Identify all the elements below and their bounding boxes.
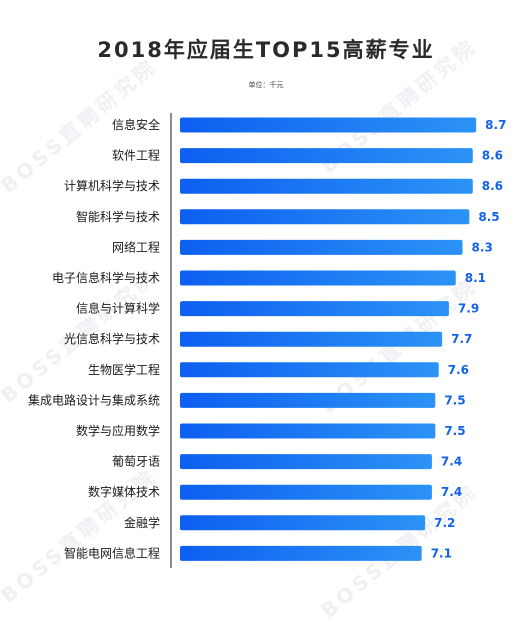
- bar: [180, 392, 436, 408]
- value-label: 8.6: [482, 179, 503, 193]
- category-label: 电子信息科学与技术: [52, 270, 160, 285]
- category-label: 智能科学与技术: [76, 209, 160, 224]
- value-label: 8.1: [465, 271, 486, 285]
- category-label: 金融学: [124, 515, 160, 530]
- category-label: 数学与应用数学: [76, 423, 160, 438]
- category-label: 光信息科学与技术: [64, 331, 160, 346]
- value-label: 7.2: [434, 516, 455, 530]
- category-label: 信息安全: [112, 117, 160, 132]
- bar: [180, 301, 449, 317]
- bar: [180, 423, 436, 439]
- value-label: 8.7: [485, 118, 506, 132]
- value-label: 7.5: [444, 393, 465, 407]
- category-label: 网络工程: [112, 239, 160, 254]
- category-label: 集成电路设计与集成系统: [28, 392, 160, 407]
- bar-chart: 信息安全 8.7 软件工程 8.6 计算机科学与技术 8.6 智能科学与技术 8.5 网络工程 8…: [28, 113, 506, 568]
- category-label: 数字媒体技术: [88, 484, 160, 499]
- value-label: 7.7: [451, 332, 472, 346]
- bar: [180, 515, 426, 531]
- value-label: 7.1: [431, 546, 452, 560]
- category-label: 信息与计算科学: [76, 301, 160, 316]
- value-label: 7.9: [458, 302, 479, 316]
- chart-title: 2018年应届生TOP15高薪专业: [97, 38, 435, 62]
- value-label: 7.6: [448, 363, 469, 377]
- value-label: 8.6: [482, 149, 503, 163]
- bar: [180, 178, 473, 194]
- value-label: 7.4: [441, 485, 462, 499]
- value-label: 7.5: [444, 424, 465, 438]
- bar: [180, 454, 432, 470]
- value-label: 8.3: [472, 240, 493, 254]
- bar: [180, 209, 470, 225]
- bar: [180, 484, 432, 500]
- category-label: 计算机科学与技术: [64, 178, 160, 193]
- bar: [180, 362, 439, 378]
- bar: [180, 117, 477, 133]
- value-label: 8.5: [478, 210, 499, 224]
- category-label: 葡萄牙语: [112, 455, 160, 469]
- bar: [180, 545, 422, 561]
- bar: [180, 270, 456, 286]
- bar: [180, 239, 463, 255]
- category-label: 生物医学工程: [88, 362, 160, 377]
- category-label: 智能电网信息工程: [64, 545, 160, 560]
- bar: [180, 148, 473, 164]
- bar: [180, 331, 443, 347]
- category-label: 软件工程: [112, 148, 160, 163]
- value-label: 7.4: [441, 455, 462, 469]
- unit-note: 单位：千元: [248, 81, 284, 89]
